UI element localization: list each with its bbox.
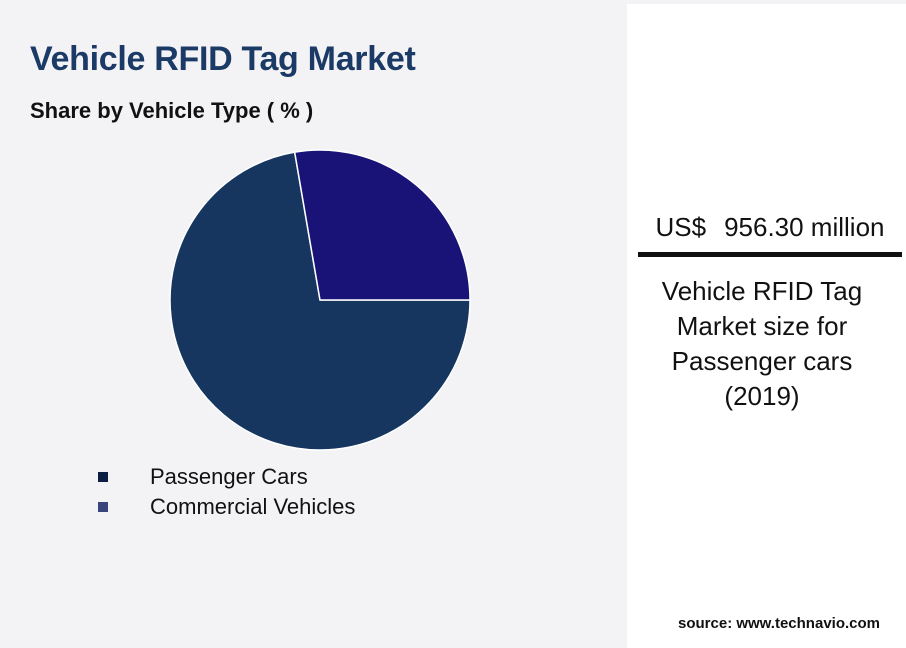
legend-item-commercial-vehicles: Commercial Vehicles [98, 492, 355, 522]
kpi-panel [627, 4, 906, 648]
source-note: source: www.technavio.com [678, 615, 880, 632]
legend-swatch-commercial-vehicles [98, 502, 108, 512]
kpi-caption: Vehicle RFID Tag Market size for Passeng… [661, 276, 863, 411]
page-title: Vehicle RFID Tag Market [30, 40, 416, 78]
legend-label: Passenger Cars [150, 464, 308, 489]
chart-legend: Passenger Cars Commercial Vehicles [98, 462, 355, 522]
kpi-value: US$ 956.30 million [638, 212, 902, 243]
kpi-currency: US$ [655, 212, 707, 242]
pie-chart [169, 149, 471, 451]
pie-slice-commercial-vehicles [293, 149, 471, 301]
kpi-amount: 956.30 million [724, 212, 885, 242]
legend-label: Commercial Vehicles [150, 494, 356, 519]
legend-item-passenger-cars: Passenger Cars [98, 462, 355, 492]
kpi-divider [638, 252, 902, 257]
chart-subtitle: Share by Vehicle Type ( % ) [30, 98, 314, 123]
legend-swatch-passenger-cars [98, 472, 108, 482]
pie-slice-passenger-cars [169, 151, 471, 451]
